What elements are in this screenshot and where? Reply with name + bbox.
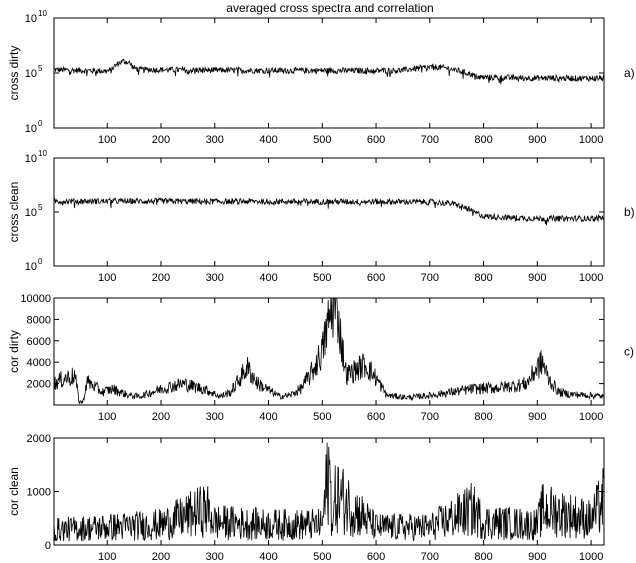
y-tick-exponent: 5: [38, 64, 43, 73]
y-tick-exponent: 0: [38, 257, 43, 266]
y-tick-label: 10: [25, 68, 37, 80]
x-tick-label: 300: [206, 272, 224, 284]
panel-cor-clean: 100 200 300 400 500 600 700 800 900 1000 0 1000 2000…: [7, 433, 605, 563]
x-tick-label: 700: [421, 411, 439, 423]
y-tick-exponent: 0: [38, 119, 43, 128]
x-tick-label: 300: [206, 551, 224, 563]
x-tick-label: 700: [421, 551, 439, 563]
x-tick-label: 500: [313, 411, 331, 423]
x-tick-label: 400: [259, 134, 277, 146]
y-axis-label: cross clean: [7, 182, 21, 243]
y-tick-label: 1000: [27, 487, 51, 499]
x-tick-label: 400: [259, 411, 277, 423]
x-tick-label: 100: [98, 134, 116, 146]
y-tick-label: 10: [25, 13, 37, 25]
x-tick-label: 900: [528, 551, 546, 563]
x-tick-label: 500: [313, 134, 331, 146]
x-tick-label: 800: [474, 411, 492, 423]
panel-cor-dirty: 100 200 300 400 500 600 700 800 900 1000 2000 4000 6…: [7, 293, 634, 423]
y-axis-label: cor clean: [7, 467, 21, 516]
y-axis-label: cross dirty: [7, 46, 21, 101]
x-tick-label: 600: [367, 134, 385, 146]
panel-label: c): [624, 345, 634, 359]
x-tick-label: 200: [152, 134, 170, 146]
y-tick-label: 10: [25, 153, 37, 165]
panel-label: a): [624, 66, 635, 80]
x-tick-label: 500: [313, 551, 331, 563]
y-tick-exponent: 10: [38, 9, 47, 18]
x-tick-label: 500: [313, 272, 331, 284]
x-tick-label: 1000: [579, 272, 603, 284]
x-tick-label: 300: [206, 134, 224, 146]
x-tick-label: 800: [474, 551, 492, 563]
y-tick-label: 4000: [27, 357, 51, 369]
x-tick-label: 800: [474, 134, 492, 146]
x-tick-label: 700: [421, 134, 439, 146]
x-tick-label: 1000: [579, 551, 603, 563]
plot-frame: [53, 297, 605, 406]
x-tick-label: 600: [367, 551, 385, 563]
x-tick-label: 900: [528, 134, 546, 146]
y-tick-label: 10: [25, 207, 37, 219]
x-tick-label: 200: [152, 551, 170, 563]
x-tick-label: 900: [528, 272, 546, 284]
x-tick-label: 1000: [579, 134, 603, 146]
x-tick-label: 1000: [579, 411, 603, 423]
y-tick-label: 2000: [27, 433, 51, 445]
y-tick-label: 0: [45, 540, 51, 552]
figure-title: averaged cross spectra and correlation: [226, 1, 433, 15]
x-tick-label: 600: [367, 272, 385, 284]
y-tick-label: 10: [25, 261, 37, 273]
x-tick-label: 300: [206, 411, 224, 423]
y-tick-label: 10000: [20, 293, 51, 305]
x-tick-label: 800: [474, 272, 492, 284]
series-line: [53, 196, 605, 226]
x-tick-label: 900: [528, 411, 546, 423]
panel-label: b): [624, 205, 635, 219]
x-tick-label: 200: [152, 272, 170, 284]
series-line: [53, 297, 605, 404]
x-tick-label: 400: [259, 272, 277, 284]
x-tick-label: 700: [421, 272, 439, 284]
x-tick-label: 100: [98, 411, 116, 423]
y-tick-exponent: 10: [38, 149, 47, 158]
plot-frame: [53, 157, 605, 267]
y-tick-label: 10: [25, 123, 37, 135]
y-tick-label: 2000: [27, 379, 51, 391]
x-tick-label: 600: [367, 411, 385, 423]
y-axis-label: cor dirty: [7, 330, 21, 373]
y-tick-exponent: 5: [38, 203, 43, 212]
y-tick-label: 6000: [27, 336, 51, 348]
x-tick-label: 100: [98, 272, 116, 284]
series-line: [53, 442, 605, 542]
x-tick-label: 400: [259, 551, 277, 563]
y-tick-label: 8000: [27, 314, 51, 326]
series-line: [53, 58, 605, 85]
x-tick-label: 200: [152, 411, 170, 423]
x-tick-label: 100: [98, 551, 116, 563]
